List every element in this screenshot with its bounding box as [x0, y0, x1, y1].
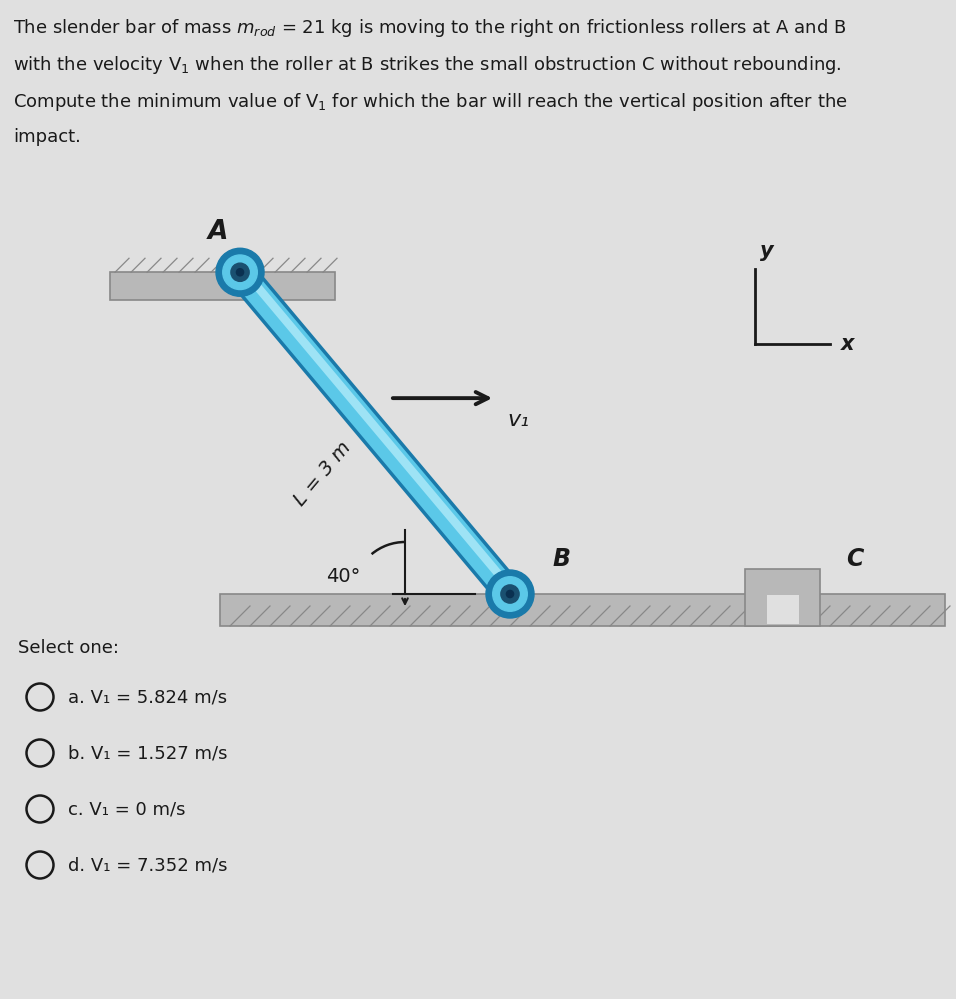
Text: C: C	[846, 547, 863, 571]
Text: b. V₁ = 1.527 m/s: b. V₁ = 1.527 m/s	[68, 744, 228, 762]
Text: c. V₁ = 0 m/s: c. V₁ = 0 m/s	[68, 800, 185, 818]
Text: d. V₁ = 7.352 m/s: d. V₁ = 7.352 m/s	[68, 856, 228, 874]
Text: y: y	[760, 241, 773, 261]
Circle shape	[486, 570, 534, 618]
Text: Compute the minimum value of V$_1$ for which the bar will reach the vertical pos: Compute the minimum value of V$_1$ for w…	[13, 91, 848, 113]
Text: v₁: v₁	[507, 411, 529, 431]
Text: a. V₁ = 5.824 m/s: a. V₁ = 5.824 m/s	[68, 688, 228, 706]
Text: x: x	[841, 334, 855, 354]
Bar	[767, 595, 799, 624]
Circle shape	[507, 590, 513, 597]
Bar	[220, 594, 945, 626]
Circle shape	[492, 576, 528, 611]
Bar	[745, 569, 820, 626]
Text: 40°: 40°	[326, 566, 360, 585]
Text: B: B	[553, 547, 571, 571]
Bar	[110, 273, 335, 301]
Text: with the velocity V$_1$ when the roller at B strikes the small obstruction C wit: with the velocity V$_1$ when the roller …	[13, 54, 841, 76]
Circle shape	[231, 263, 250, 282]
Text: A: A	[207, 219, 228, 246]
Text: L = 3 m: L = 3 m	[291, 438, 355, 509]
Circle shape	[216, 249, 264, 297]
Circle shape	[236, 269, 244, 276]
Text: The slender bar of mass $m_{rod}$ = 21 kg is moving to the right on frictionless: The slender bar of mass $m_{rod}$ = 21 k…	[13, 17, 846, 39]
Circle shape	[223, 255, 257, 290]
Circle shape	[501, 584, 519, 603]
Text: impact.: impact.	[13, 128, 81, 146]
Text: Select one:: Select one:	[18, 639, 119, 657]
